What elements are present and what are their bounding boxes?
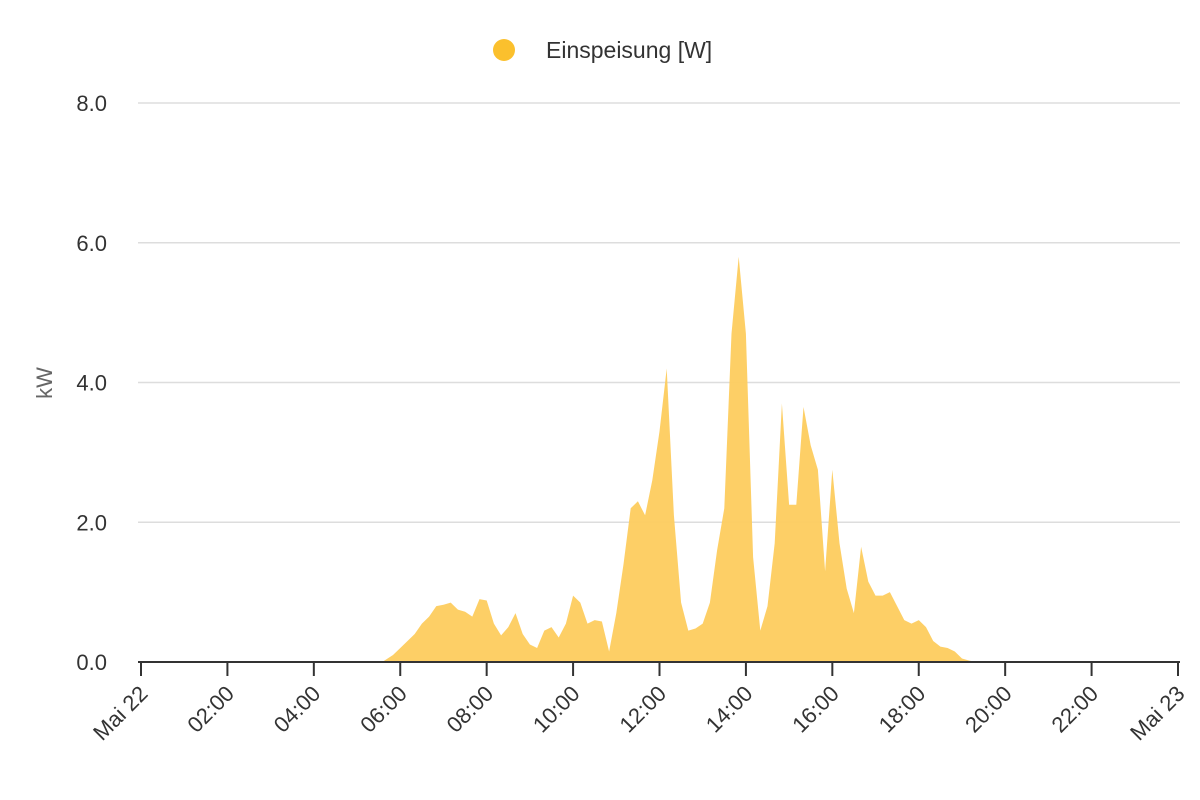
legend-marker [493, 39, 515, 61]
y-tick-label: 2.0 [76, 510, 107, 535]
series-area [382, 256, 977, 662]
y-tick-label: 8.0 [76, 91, 107, 116]
y-axis: 0.0 2.0 4.0 6.0 8.0 [76, 91, 107, 675]
x-tick-label: Mai 23 [1125, 681, 1189, 745]
x-tick-label: 16:00 [787, 681, 844, 738]
y-axis-title: kW [32, 367, 57, 399]
x-tick-label: 08:00 [442, 681, 499, 738]
x-tick-label: 12:00 [614, 681, 671, 738]
legend[interactable]: Einspeisung [W] [493, 37, 712, 63]
x-tick-label: 18:00 [874, 681, 931, 738]
y-tick-label: 6.0 [76, 231, 107, 256]
x-tick-label: 10:00 [528, 681, 585, 738]
x-tick-label: 14:00 [701, 681, 758, 738]
x-tick-label: 04:00 [269, 681, 326, 738]
y-tick-label: 4.0 [76, 371, 107, 396]
y-tick-label: 0.0 [76, 650, 107, 675]
x-tick-label: 22:00 [1047, 681, 1104, 738]
series-area-path [382, 256, 977, 662]
x-tick-label: 02:00 [182, 681, 239, 738]
legend-label: Einspeisung [W] [546, 37, 712, 63]
x-tick-label: Mai 22 [88, 681, 152, 745]
x-axis: Mai 22 02:00 04:00 06:00 08:00 10:00 12:00 14:0… [88, 661, 1190, 745]
x-tick-label: 06:00 [355, 681, 412, 738]
x-tick-label: 20:00 [960, 681, 1017, 738]
